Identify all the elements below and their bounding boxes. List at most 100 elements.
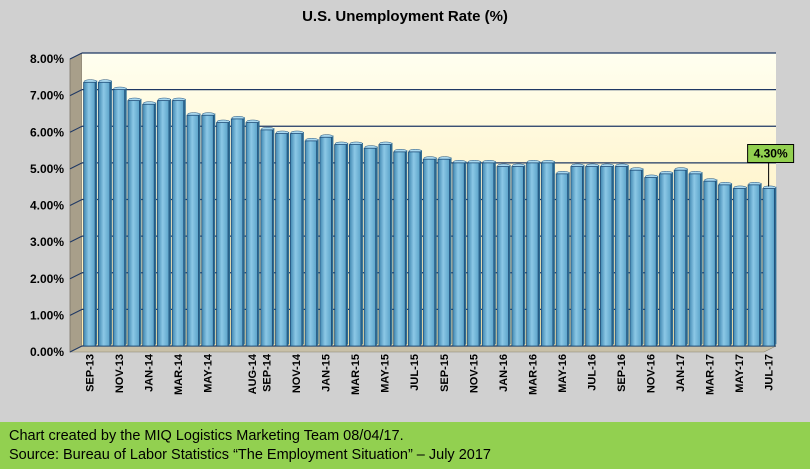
bar: [83, 81, 96, 347]
bar: [496, 166, 509, 347]
bar-side: [95, 80, 98, 347]
bar: [762, 188, 775, 347]
bar: [511, 166, 524, 347]
bar-side: [419, 149, 422, 346]
x-tick-label: MAY-15: [380, 354, 392, 393]
x-tick-label: SEP-13: [84, 354, 96, 392]
bar-side: [346, 142, 349, 346]
y-tick-label: 0.00%: [30, 345, 64, 359]
bar-side: [715, 179, 718, 346]
bar: [97, 81, 111, 347]
x-tick-label: JUL-15: [409, 354, 421, 391]
bar: [540, 162, 554, 347]
bar: [201, 114, 214, 347]
bar-side: [198, 113, 201, 346]
x-tick-label: JAN-17: [675, 354, 687, 392]
bar-side: [301, 131, 304, 346]
x-tick-label: MAY-16: [557, 354, 569, 393]
bar: [245, 122, 258, 347]
bar: [467, 162, 480, 347]
footer-banner: Chart created by the MIQ Logistics Marke…: [0, 422, 810, 469]
bar: [629, 169, 642, 347]
bar-side: [730, 182, 733, 346]
gridline-side: [69, 162, 83, 170]
bar: [319, 136, 332, 347]
bar: [673, 169, 687, 347]
gridline-side: [69, 89, 83, 97]
bar: [747, 184, 761, 347]
bar-side: [228, 120, 231, 347]
bar-side: [700, 171, 703, 346]
bar-side: [272, 127, 275, 346]
unemployment-bar-chart: 0.00% 1.00% 2.00% 3.00% 4.00% 5.00% 6.00% 7.00%…: [30, 52, 795, 395]
bar: [614, 166, 628, 347]
bar-side: [523, 164, 526, 346]
x-tick-label: JUL-16: [586, 354, 598, 391]
bar-side: [434, 157, 437, 346]
bar: [481, 162, 495, 347]
bar-side: [390, 142, 393, 346]
bar: [644, 177, 657, 347]
y-tick-label: 5.00%: [30, 162, 64, 176]
bar-side: [508, 164, 511, 346]
bar: [732, 188, 746, 347]
x-tick-label: NOV-14: [291, 353, 303, 393]
chart-area: U.S. Unemployment Rate (%) 0.00% 1.00% 2.0…: [29, 8, 795, 395]
bar-side: [656, 175, 659, 346]
bar-side: [597, 164, 600, 346]
bar: [703, 180, 716, 347]
bar: [408, 151, 421, 347]
bar: [688, 173, 701, 347]
bar: [334, 144, 347, 347]
bar: [171, 100, 185, 347]
x-tick-label: MAR-16: [527, 354, 539, 395]
y-tick-label: 8.00%: [30, 52, 64, 66]
x-tick-label: MAY-14: [203, 353, 215, 393]
bar: [600, 166, 613, 347]
bar: [230, 118, 244, 347]
bar: [422, 158, 436, 347]
bar-side: [331, 135, 334, 346]
bar: [659, 173, 672, 347]
bar: [437, 158, 450, 347]
bar: [349, 144, 362, 347]
y-tick-label: 1.00%: [30, 308, 64, 322]
gridline-side: [69, 199, 83, 206]
y-tick-label: 3.00%: [30, 235, 64, 249]
bar-side: [109, 80, 112, 347]
bar: [452, 162, 465, 347]
bar-side: [774, 186, 777, 346]
bar: [585, 166, 598, 347]
x-tick-label: MAR-17: [705, 354, 717, 395]
data-label-box: [747, 144, 795, 164]
y-tick-label: 4.00%: [30, 199, 64, 213]
x-tick-label: NOV-15: [468, 354, 480, 393]
bar: [555, 173, 569, 347]
x-tick-label: JAN-15: [321, 354, 333, 392]
bar-side: [538, 160, 541, 346]
bar: [570, 166, 583, 347]
gridline-side: [69, 235, 83, 243]
y-tick-label: 2.00%: [30, 272, 64, 286]
bar: [304, 140, 318, 347]
bar: [157, 100, 170, 347]
y-tick-label: 6.00%: [30, 125, 64, 139]
x-tick-label: JUL-17: [764, 354, 776, 391]
bar-side: [375, 146, 378, 346]
footer-credit: Chart created by the MIQ Logistics Marke…: [9, 428, 404, 444]
bar: [393, 151, 406, 347]
x-tick-label: NOV-16: [645, 354, 657, 393]
bar-side: [744, 186, 747, 346]
gridline-side: [69, 125, 83, 133]
bar: [275, 133, 288, 347]
bar-side: [124, 87, 127, 346]
bar-side: [183, 98, 186, 346]
bar-side: [405, 149, 408, 346]
bar-side: [168, 98, 171, 346]
bar: [363, 147, 377, 347]
x-tick-label: SEP-14: [262, 353, 274, 392]
plot-floor: [69, 345, 777, 353]
x-tick-label: MAR-14: [173, 353, 185, 395]
y-tick-label: 7.00%: [30, 89, 64, 103]
bar-side: [626, 164, 629, 346]
